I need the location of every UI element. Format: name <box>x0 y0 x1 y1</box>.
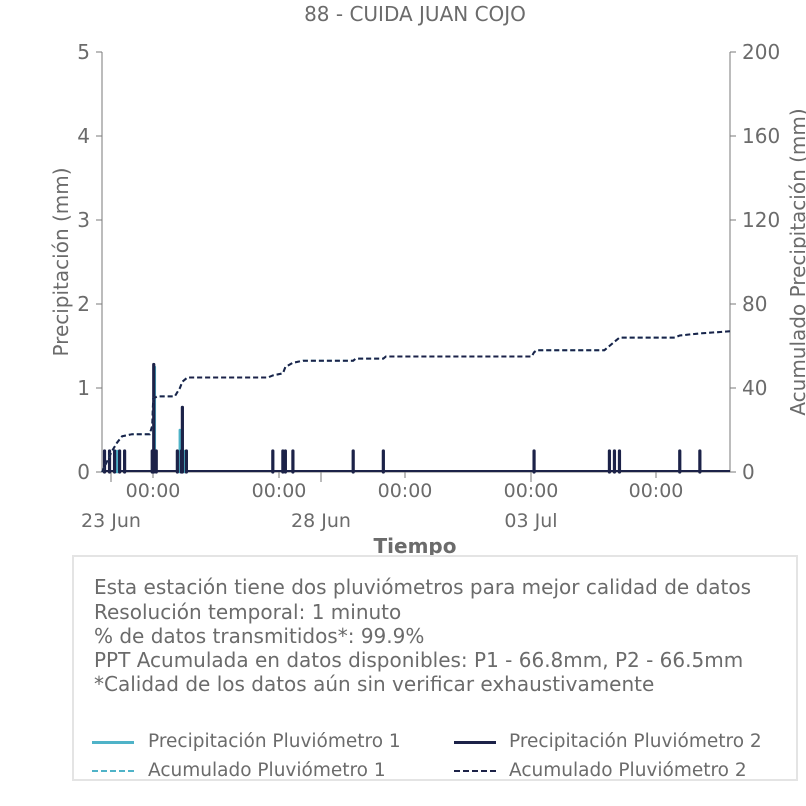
y-axis-left-label: Precipitación (mm) <box>49 167 73 356</box>
info-text-transmitted: % de datos transmitidos*: 99.9% <box>94 624 425 648</box>
legend-label-p2-precip: Precipitación Pluviómetro 2 <box>509 731 762 752</box>
x-axis-label: Tiempo <box>374 534 457 558</box>
info-box: Esta estación tiene dos pluviómetros par… <box>72 555 798 781</box>
legend-label-p1-precip: Precipitación Pluviómetro 1 <box>148 731 401 752</box>
y-tick-label-left: 3 <box>77 208 90 232</box>
plot-area: 0 1 2 3 4 5 0 40 80 120 160 200 00:00 00:00 00:00 00:00… <box>77 40 780 532</box>
legend-swatch-p2-acum <box>454 770 496 772</box>
info-text-accumulated: PPT Acumulada en datos disponibles: P1 -… <box>94 648 744 672</box>
info-text-stations: Esta estación tiene dos pluviómetros par… <box>94 575 752 599</box>
accum-line-2 <box>101 330 731 473</box>
y-tick-label-right: 40 <box>742 376 767 400</box>
legend-label-p1-acum: Acumulado Pluviómetro 1 <box>148 760 386 781</box>
y-tick-label-left: 0 <box>77 460 90 484</box>
x-tick-label-time: 00:00 <box>629 480 684 502</box>
y-tick-label-left: 1 <box>77 376 90 400</box>
legend-swatch-p2-precip <box>454 741 496 744</box>
info-text-resolution: Resolución temporal: 1 minuto <box>94 600 402 624</box>
y-tick-label-right: 0 <box>742 460 755 484</box>
x-tick-label-time: 00:00 <box>504 480 559 502</box>
y-tick-label-right: 160 <box>742 124 780 148</box>
x-tick-label-date: 28 Jun <box>291 510 351 532</box>
x-tick-label-date: 03 Jul <box>504 510 557 532</box>
y-axis-right-label: Acumulado Precipitación (mm) <box>786 108 806 415</box>
chart-title: 88 - CUIDA JUAN COJO <box>304 2 526 26</box>
legend-label-p2-acum: Acumulado Pluviómetro 2 <box>509 760 747 781</box>
y-tick-label-left: 4 <box>77 124 90 148</box>
y-tick-label-right: 80 <box>742 292 767 316</box>
y-tick-label-left: 2 <box>77 292 90 316</box>
x-tick-label-time: 00:00 <box>252 480 307 502</box>
info-text-quality: *Calidad de los datos aún sin verificar … <box>94 672 655 696</box>
precipitation-chart: 88 - CUIDA JUAN COJO 0 1 2 3 4 5 0 40 80 120 160 20… <box>49 2 806 558</box>
y-tick-label-left: 5 <box>77 40 90 64</box>
legend-swatch-p1-precip <box>92 741 134 744</box>
y-tick-label-right: 120 <box>742 208 780 232</box>
y-tick-label-right: 200 <box>742 40 780 64</box>
x-tick-label-time: 00:00 <box>126 480 181 502</box>
x-tick-label-time: 00:00 <box>378 480 433 502</box>
x-tick-label-date: 23 Jun <box>81 510 141 532</box>
accum-line-1 <box>101 330 731 473</box>
legend-swatch-p1-acum <box>92 770 134 772</box>
